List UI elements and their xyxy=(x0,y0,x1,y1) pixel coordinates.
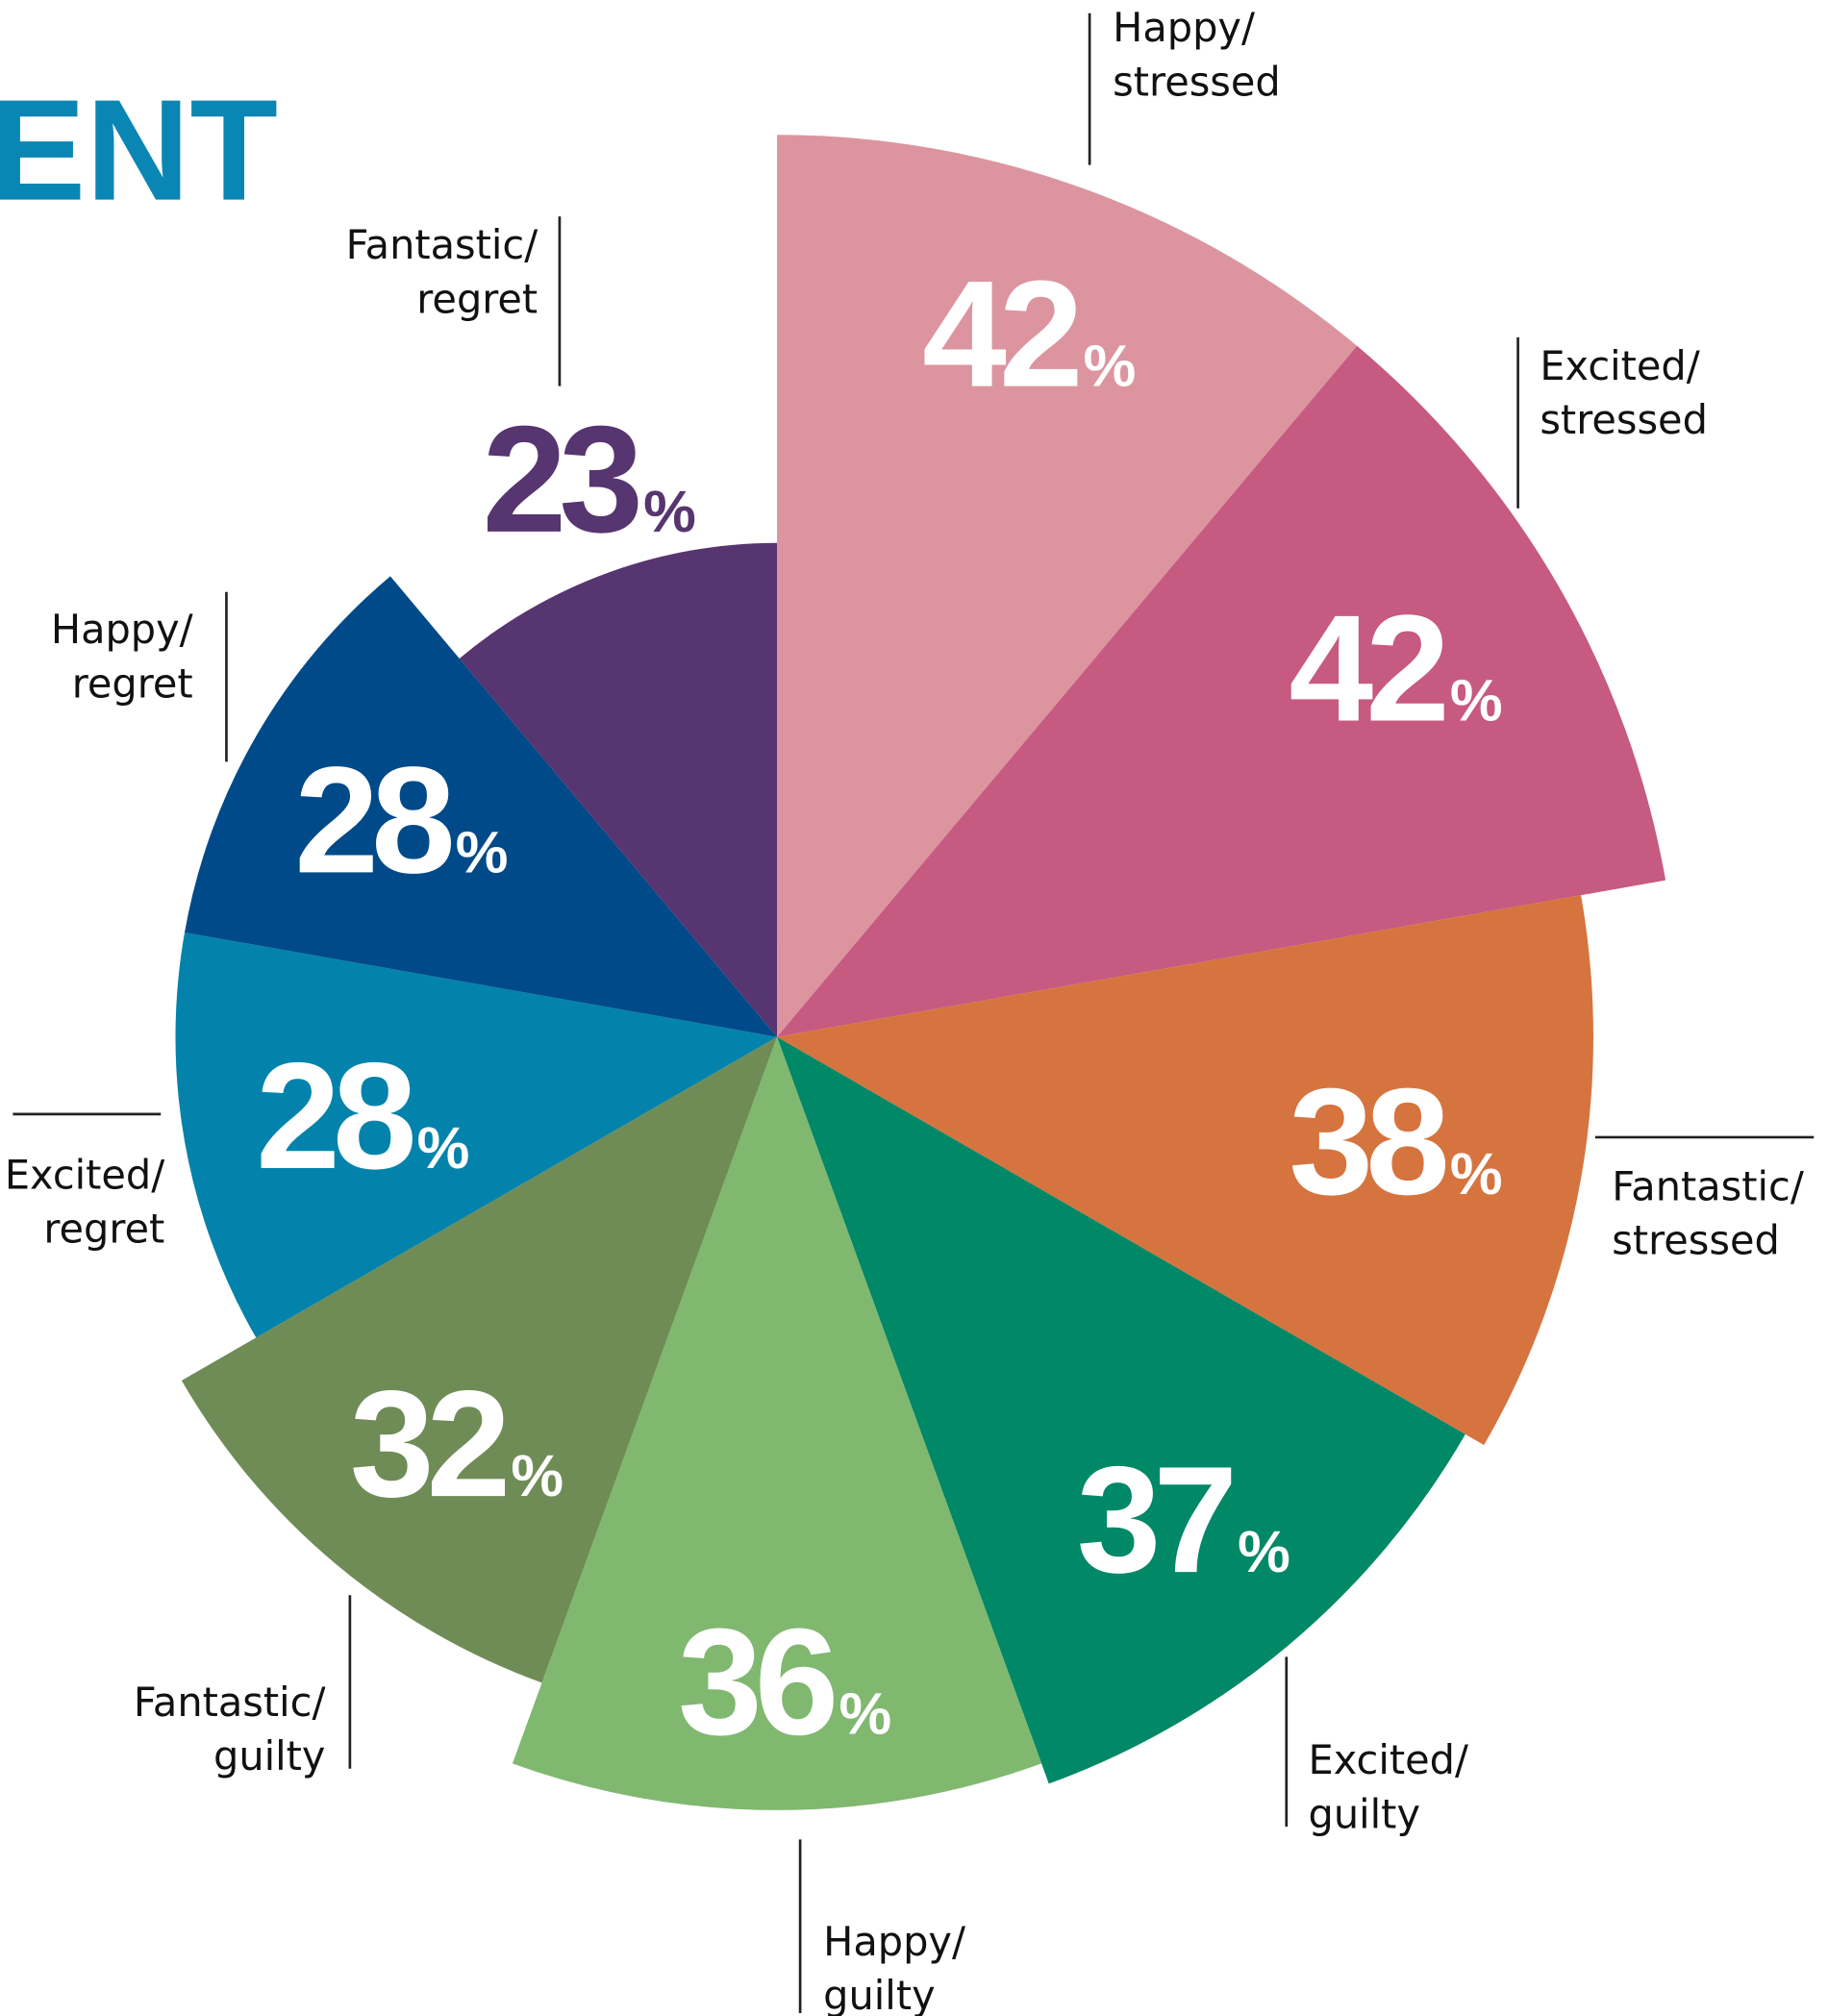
chart-title: ENT xyxy=(0,69,278,231)
wedge xyxy=(459,542,778,1037)
wedge xyxy=(181,1036,778,1683)
category-label: Happy/regret xyxy=(51,607,193,707)
value-label: 37% xyxy=(1077,1435,1290,1605)
wedge xyxy=(512,1036,1042,1810)
value-label: 28% xyxy=(294,735,508,905)
category-label: Excited/stressed xyxy=(1540,343,1708,443)
category-label: Excited/guilty xyxy=(1309,1737,1468,1837)
value-label: 28% xyxy=(256,1032,469,1201)
category-label: Excited/regret xyxy=(5,1152,164,1252)
category-label: Fantastic/stressed xyxy=(1612,1163,1804,1263)
wedge xyxy=(777,895,1593,1446)
value-label: 42% xyxy=(1289,585,1502,754)
wedge xyxy=(184,576,778,1037)
value-label: 23% xyxy=(483,395,696,564)
value-label: 36% xyxy=(678,1598,891,1767)
value-label: 32% xyxy=(350,1359,563,1529)
wedge xyxy=(777,345,1666,1037)
wedge xyxy=(777,135,1358,1037)
category-label: Fantastic/regret xyxy=(346,222,538,322)
value-label: 42% xyxy=(922,250,1136,419)
wedge xyxy=(175,932,778,1338)
wedge xyxy=(777,1036,1465,1784)
category-label: Fantastic/guilty xyxy=(134,1680,326,1780)
category-label: Happy/guilty xyxy=(823,1919,965,2016)
value-label: 38% xyxy=(1289,1058,1502,1227)
category-label: Happy/stressed xyxy=(1113,5,1281,105)
